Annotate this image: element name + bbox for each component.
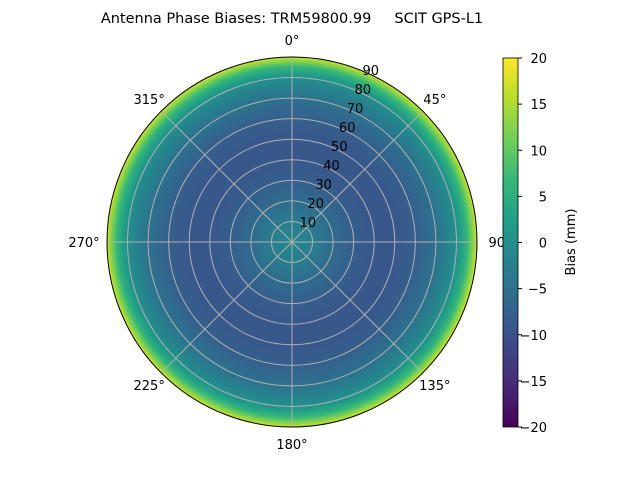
theta-tick-label: 225° xyxy=(134,379,165,394)
colorbar-tick-label: 20 xyxy=(530,52,547,67)
theta-tick-label: 135° xyxy=(419,379,450,394)
colorbar-tick-label: −5 xyxy=(528,283,547,298)
r-tick-label: 20 xyxy=(307,197,324,212)
theta-tick-label: 45° xyxy=(423,93,446,108)
colorbar-tick-label: 5 xyxy=(539,190,547,205)
colorbar-label: Bias (mm) xyxy=(564,209,579,276)
theta-tick-label: 315° xyxy=(134,93,165,108)
colorbar xyxy=(502,57,519,428)
colorbar-tick-label: 0 xyxy=(539,237,547,252)
colorbar-tick-label: −20 xyxy=(520,421,547,436)
r-tick-label: 80 xyxy=(355,83,372,98)
r-tick-label: 70 xyxy=(347,102,364,117)
r-tick-label: 30 xyxy=(315,178,332,193)
r-tick-label: 90 xyxy=(363,64,380,79)
grid-spoke xyxy=(160,110,293,243)
r-tick-label: 10 xyxy=(300,216,317,231)
colorbar-ticks: 20 15 10 5 0 −5 −10 −15 −20 xyxy=(518,52,547,436)
theta-tick-label: 0° xyxy=(285,34,300,49)
r-tick-label: 60 xyxy=(339,121,356,136)
r-tick-label: 40 xyxy=(323,159,340,174)
r-tick-label: 50 xyxy=(331,140,348,155)
chart-title: Antenna Phase Biases: TRM59800.99 SCIT G… xyxy=(101,11,483,27)
r-tick-labels: 10 20 30 40 50 60 70 80 90 xyxy=(300,64,379,231)
colorbar-tick-label: 15 xyxy=(530,98,547,113)
grid-spoke xyxy=(291,241,424,374)
colorbar-tick-label: −10 xyxy=(520,329,547,344)
theta-tick-label: 270° xyxy=(68,236,99,251)
grid-spoke xyxy=(291,110,424,243)
polar-frame xyxy=(106,56,478,428)
grid-spoke xyxy=(160,241,293,374)
grid xyxy=(107,57,477,427)
colorbar-tick-label: 10 xyxy=(530,144,547,159)
theta-tick-label: 180° xyxy=(276,438,307,453)
colorbar-tick-label: −15 xyxy=(520,375,547,390)
